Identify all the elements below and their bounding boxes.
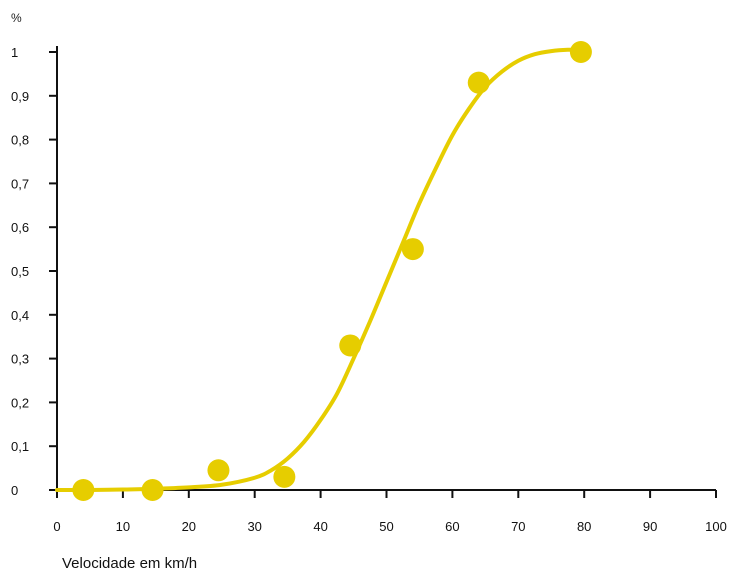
data-point bbox=[569, 41, 592, 63]
y-tick-label: 0,9 bbox=[11, 89, 29, 104]
y-tick-label: 0,1 bbox=[11, 439, 29, 454]
x-tick-label: 10 bbox=[116, 519, 130, 534]
data-point bbox=[467, 71, 490, 94]
x-tick-label: 60 bbox=[445, 519, 459, 534]
x-tick-label: 90 bbox=[643, 519, 657, 534]
x-tick-label: 100 bbox=[705, 519, 727, 534]
x-tick-label: 0 bbox=[53, 519, 60, 534]
x-tick-label: 20 bbox=[182, 519, 196, 534]
data-point bbox=[72, 479, 95, 501]
y-tick-label: 0,4 bbox=[11, 308, 29, 323]
data-point bbox=[273, 465, 296, 488]
fitted-curve-line bbox=[55, 47, 587, 493]
x-tick-label: 80 bbox=[577, 519, 591, 534]
x-tick-label: 30 bbox=[247, 519, 261, 534]
x-tick-label: 40 bbox=[313, 519, 327, 534]
data-point bbox=[141, 479, 164, 501]
y-tick-label: 0,8 bbox=[11, 133, 29, 148]
y-unit-label: % bbox=[11, 11, 22, 25]
y-tick-label: 0,3 bbox=[11, 352, 29, 367]
x-axis-title: Velocidade em km/h bbox=[62, 555, 197, 570]
data-point bbox=[339, 334, 362, 357]
x-tick-label: 70 bbox=[511, 519, 525, 534]
y-tick-label: 1 bbox=[11, 45, 18, 60]
y-tick-label: 0 bbox=[11, 483, 18, 498]
y-tick-label: 0,6 bbox=[11, 220, 29, 235]
data-point bbox=[207, 459, 230, 482]
y-tick-label: 0,2 bbox=[11, 395, 29, 410]
x-tick-label: 50 bbox=[379, 519, 393, 534]
y-tick-label: 0,7 bbox=[11, 176, 29, 191]
plot-layer: 00,10,20,30,40,50,60,70,80,910 10 20 30 40 50… bbox=[11, 41, 727, 534]
data-point bbox=[401, 238, 424, 261]
y-tick-label: 0,5 bbox=[11, 264, 29, 279]
